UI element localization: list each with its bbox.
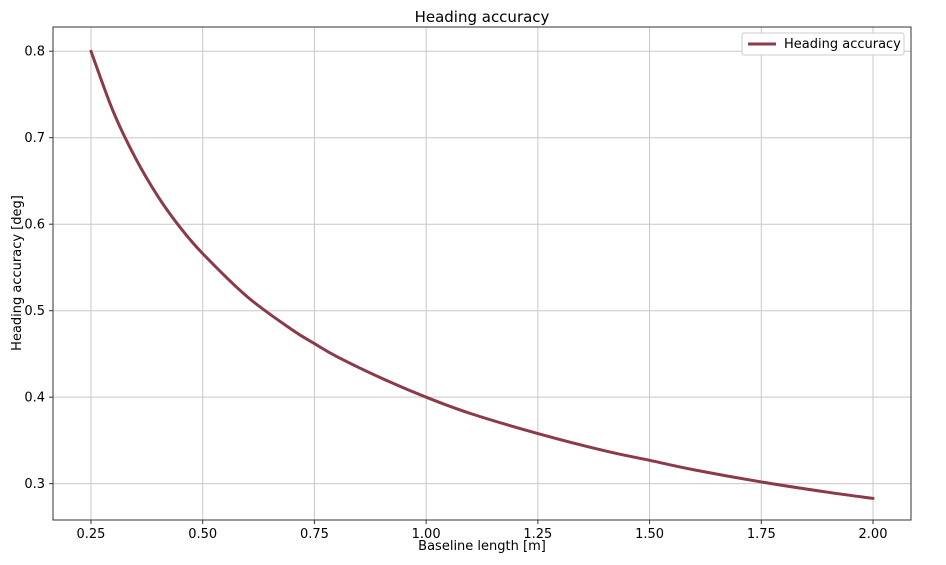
y-axis-ticks: 0.3 0.4 0.5 0.6 0.7 0.8 [24, 45, 53, 492]
grid-lines [53, 27, 911, 520]
x-tick-label: 1.25 [523, 527, 552, 542]
x-tick-label: 0.75 [300, 527, 329, 542]
series-line-heading-accuracy [89, 49, 875, 500]
y-axis-label: Heading accuracy [deg] [10, 195, 25, 351]
legend-label: Heading accuracy [784, 37, 901, 52]
legend: Heading accuracy [741, 32, 905, 56]
x-axis-label: Baseline length [m] [418, 539, 546, 554]
x-tick-label: 1.75 [747, 527, 776, 542]
y-tick-label: 0.7 [24, 131, 45, 146]
x-axis-ticks: 0.25 0.50 0.75 1.00 1.25 1.50 1.75 2.00 [77, 520, 888, 542]
chart-title: Heading accuracy [415, 8, 550, 26]
y-tick-label: 0.4 [24, 391, 45, 406]
plot-frame [52, 26, 912, 521]
y-tick-label: 0.6 [24, 218, 45, 233]
y-tick-label: 0.3 [24, 477, 45, 492]
legend-box [741, 32, 905, 56]
x-tick-label: 1.50 [635, 527, 664, 542]
series-layer [89, 49, 875, 500]
x-tick-label: 0.50 [188, 527, 217, 542]
y-tick-label: 0.8 [24, 45, 45, 60]
y-tick-label: 0.5 [24, 304, 45, 319]
x-tick-label: 2.00 [859, 527, 888, 542]
x-tick-label: 1.00 [412, 527, 441, 542]
x-tick-label: 0.25 [77, 527, 106, 542]
